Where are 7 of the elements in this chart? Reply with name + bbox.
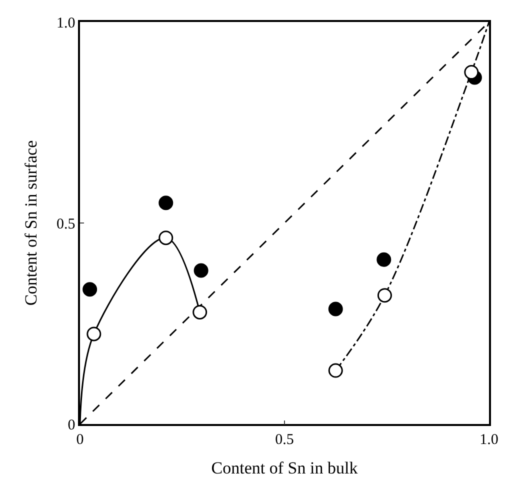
x-tick-label: 0.5 bbox=[275, 432, 294, 448]
y-tick-label: 0.5 bbox=[56, 216, 76, 232]
y-axis-title: Content of Sn in surface bbox=[22, 140, 41, 306]
y-tick-label: 0 bbox=[68, 417, 76, 434]
x-tick-label: 1.0 bbox=[480, 432, 498, 448]
y-tick-label: 1.0 bbox=[56, 15, 76, 32]
x-axis-title: Content of Sn in bulk bbox=[211, 458, 358, 478]
